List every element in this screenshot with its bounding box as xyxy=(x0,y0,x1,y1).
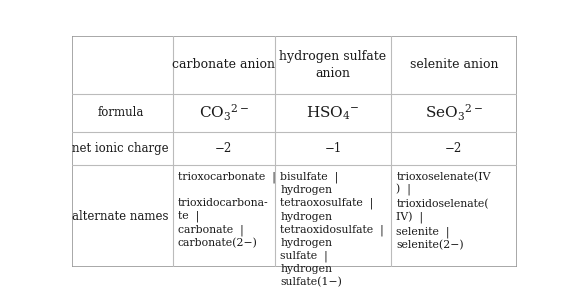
Text: formula: formula xyxy=(98,106,144,119)
Text: $\mathregular{HSO_4{}^{-}}$: $\mathregular{HSO_4{}^{-}}$ xyxy=(306,104,360,122)
Text: $\mathregular{CO_3{}^{2-}}$: $\mathregular{CO_3{}^{2-}}$ xyxy=(199,103,249,123)
Text: −2: −2 xyxy=(445,142,463,155)
Text: −2: −2 xyxy=(215,142,232,155)
Text: alternate names: alternate names xyxy=(72,210,169,223)
Text: −1: −1 xyxy=(324,142,342,155)
Text: bisulfate  |
hydrogen
tetraoxosulfate  |
hydrogen
tetraoxidosulfate  |
hydrogen
: bisulfate | hydrogen tetraoxosulfate | h… xyxy=(280,172,384,287)
Text: $\mathregular{SeO_3{}^{2-}}$: $\mathregular{SeO_3{}^{2-}}$ xyxy=(425,103,483,123)
Text: trioxoselenate(IV
)  |
trioxidoselenate(
IV)  |
selenite  |
selenite(2−): trioxoselenate(IV ) | trioxidoselenate( … xyxy=(397,172,491,250)
Text: net ionic charge: net ionic charge xyxy=(72,142,169,155)
Text: trioxocarbonate  |

trioxidocarbona-
te  |
carbonate  |
carbonate(2−): trioxocarbonate | trioxidocarbona- te | … xyxy=(178,172,276,248)
Text: hydrogen sulfate
anion: hydrogen sulfate anion xyxy=(280,50,386,80)
Text: carbonate anion: carbonate anion xyxy=(172,58,275,71)
Text: selenite anion: selenite anion xyxy=(410,58,498,71)
